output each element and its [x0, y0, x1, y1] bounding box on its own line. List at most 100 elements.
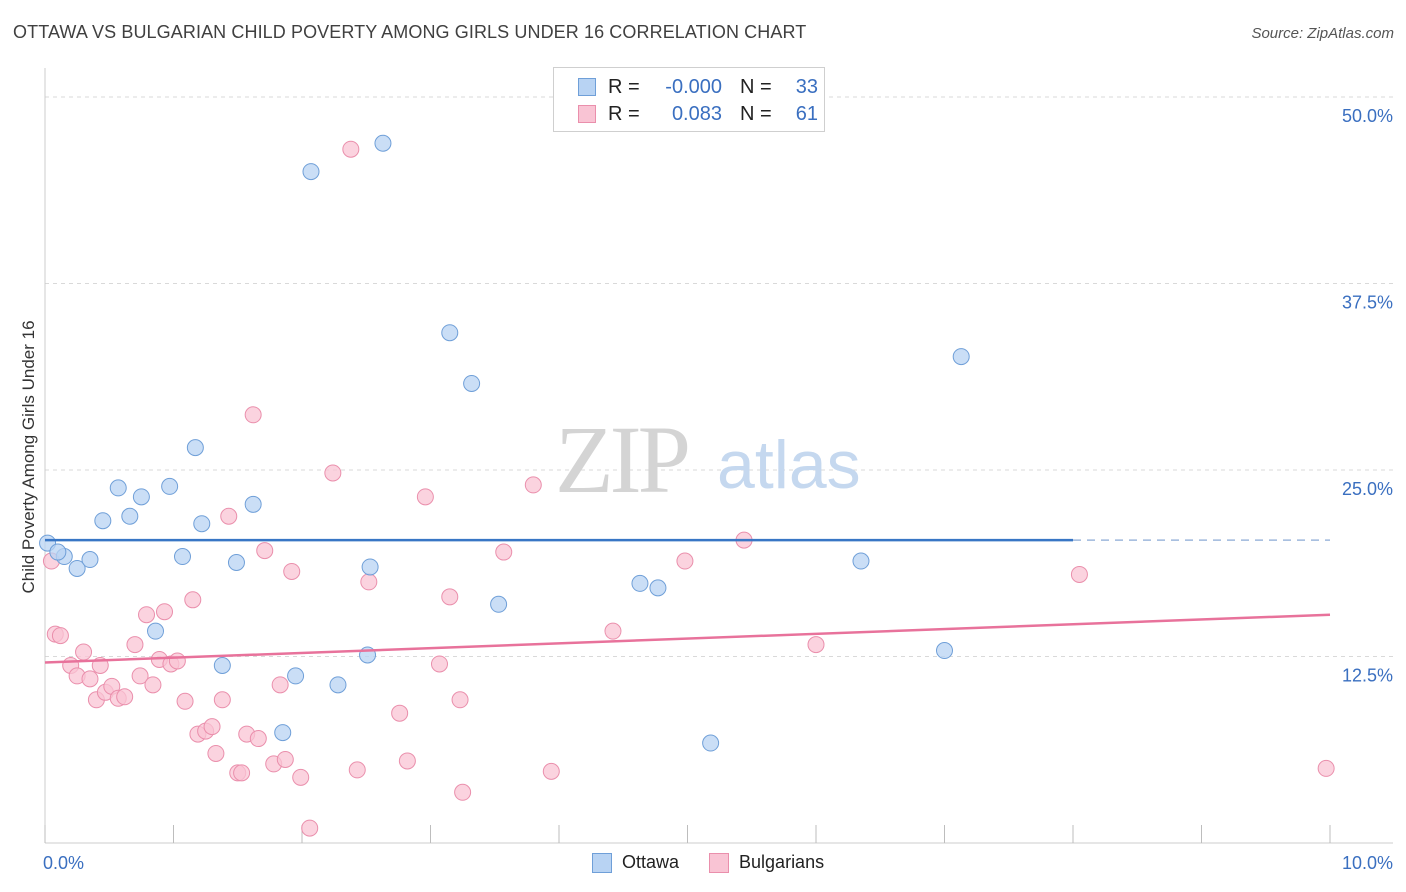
y-tick-label: 25.0%: [1342, 479, 1393, 499]
ottawa-point: [213, 656, 231, 674]
y-axis-label: Child Poverty Among Girls Under 16: [19, 320, 38, 593]
axes: [44, 68, 1393, 844]
legend-row-ottawa: R = -0.000 N = 33: [578, 76, 818, 98]
watermark: ZIP atlas: [555, 406, 861, 513]
bulgarians-point: [348, 761, 366, 779]
bulgarians-point: [75, 643, 93, 661]
bulgarians-point: [283, 562, 301, 580]
bulgarians-point: [207, 744, 225, 762]
ottawa-point: [274, 724, 292, 742]
ottawa-point: [287, 667, 305, 685]
ottawa-point: [94, 512, 112, 530]
bulgarians-point: [807, 636, 825, 654]
watermark-zip: ZIP: [555, 406, 688, 513]
bulgarians-point: [391, 704, 409, 722]
bulgarians-point: [51, 627, 69, 645]
ottawa-swatch: [592, 852, 612, 873]
ottawa-swatch: [578, 78, 596, 96]
r-value: -0.000: [665, 75, 722, 98]
bulgarians-points: [42, 140, 1335, 837]
bulgarians-point: [203, 718, 221, 736]
ottawa-point: [161, 477, 179, 495]
n-value: 61: [795, 102, 818, 125]
legend-item-ottawa[interactable]: Ottawa: [592, 852, 679, 873]
bulgarians-point: [220, 507, 238, 525]
bulgarians-point: [116, 688, 134, 706]
ottawa-point: [147, 622, 165, 640]
y-tick-label: 37.5%: [1342, 293, 1393, 313]
bulgarians-point: [168, 652, 186, 670]
bulgarians-point: [524, 476, 542, 494]
ottawa-point: [852, 552, 870, 570]
n-value: 33: [795, 75, 818, 98]
bulgarians-point: [131, 667, 149, 685]
bulgarians-point: [138, 606, 156, 624]
ottawa-point: [173, 548, 191, 566]
bulgarians-point: [213, 691, 231, 709]
bulgarians-point: [342, 140, 360, 158]
bulgarians-point: [184, 591, 202, 609]
bulgarians-point: [430, 655, 448, 673]
legend-label-bulgarians: Bulgarians: [739, 852, 825, 872]
ottawa-point: [186, 439, 204, 457]
ottawa-point: [193, 515, 211, 533]
bulgarians-point: [1070, 565, 1088, 583]
ottawa-point: [374, 134, 392, 152]
ottawa-point: [227, 554, 245, 572]
ottawa-point: [490, 595, 508, 613]
bulgarians-point: [144, 676, 162, 694]
watermark-atlas: atlas: [717, 427, 861, 503]
ottawa-point: [68, 559, 86, 577]
ottawa-point: [244, 495, 262, 513]
x-tick-label: 0.0%: [43, 853, 84, 873]
trend-lines: [44, 538, 1331, 664]
bulgarians-point: [542, 762, 560, 780]
bulgarians-point: [249, 730, 267, 748]
bulgarians-point: [126, 636, 144, 654]
ottawa-point: [81, 551, 99, 569]
bulgarians-point: [1317, 759, 1335, 777]
bulgarians-point: [495, 543, 513, 561]
x-tick-label: 10.0%: [1342, 853, 1393, 873]
bulgarians-swatch: [578, 105, 596, 123]
ottawa-point: [302, 163, 320, 181]
bulgarians-point: [360, 573, 378, 591]
legend-row-bulgarians: R = 0.083 N = 61: [578, 103, 818, 125]
bulgarians-swatch: [709, 852, 730, 873]
y-tick-label: 12.5%: [1342, 666, 1393, 686]
ottawa-point: [702, 734, 720, 752]
source-label: Source: ZipAtlas.com: [1251, 25, 1394, 42]
bulgarians-point: [416, 488, 434, 506]
tick-labels: 12.5% 25.0% 37.5% 50.0% 0.0% 10.0%: [43, 106, 1393, 873]
bulgarians-trend-line: [44, 613, 1331, 664]
bulgarians-point: [604, 622, 622, 640]
bulgarians-point: [176, 692, 194, 710]
ottawa-point: [49, 543, 67, 561]
bulgarians-point: [301, 819, 319, 837]
chart-title: OTTAWA VS BULGARIAN CHILD POVERTY AMONG …: [13, 22, 807, 42]
r-value: 0.083: [671, 102, 722, 125]
legend-item-bulgarians[interactable]: Bulgarians: [709, 852, 824, 873]
bulgarians-point: [441, 588, 459, 606]
grid-lines: [45, 96, 1393, 657]
ottawa-points: [39, 134, 970, 752]
stats-legend: R = -0.000 N = 33 R = 0.083 N = 61: [553, 67, 825, 132]
bulgarians-point: [676, 552, 694, 570]
bulgarians-point: [233, 764, 251, 782]
series-legend: Ottawa Bulgarians: [592, 852, 854, 873]
ottawa-point: [441, 324, 459, 342]
bulgarians-point: [81, 670, 99, 688]
ottawa-point: [361, 558, 379, 576]
ottawa-point: [329, 676, 347, 694]
legend-label-ottawa: Ottawa: [622, 852, 680, 872]
ottawa-point: [649, 579, 667, 597]
ottawa-point: [936, 642, 953, 660]
bulgarians-point: [256, 542, 274, 560]
bulgarians-point: [271, 676, 289, 694]
n-label: N =: [740, 102, 772, 125]
bulgarians-point: [292, 768, 310, 786]
ottawa-point: [109, 479, 127, 497]
bulgarians-point: [451, 691, 469, 709]
bulgarians-point: [398, 752, 416, 770]
